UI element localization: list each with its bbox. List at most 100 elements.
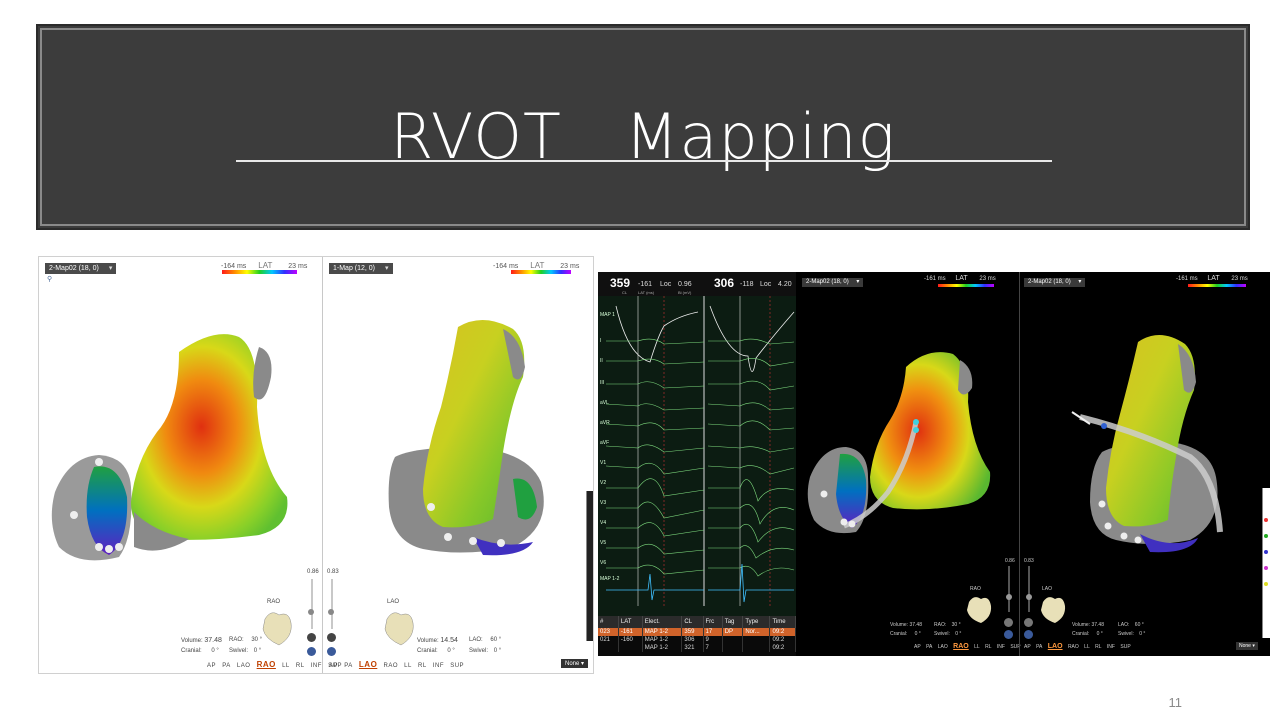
view-lao-button[interactable]: LAO: [937, 644, 948, 650]
table-cell: MAP 1-2: [642, 628, 683, 636]
table-cell: 09:2: [769, 628, 796, 636]
map-name-selector[interactable]: 1-Map (12, 0) ▾: [329, 263, 393, 274]
view-ap-button[interactable]: AP: [329, 663, 339, 669]
view-ll-button[interactable]: LL: [282, 663, 290, 669]
view-rao-button[interactable]: RAO: [383, 663, 398, 669]
view-pa-button[interactable]: PA: [344, 663, 353, 669]
view-buttons: AP PA LAO RAO LL RL INF SUP: [1024, 643, 1135, 650]
tag-color-dot[interactable]: [1264, 550, 1268, 554]
reset-view-control[interactable]: [327, 647, 336, 656]
column-header[interactable]: CL: [681, 616, 704, 628]
view-rao-button[interactable]: RAO: [256, 660, 276, 669]
rvot-map-rao-3d[interactable]: [39, 257, 322, 674]
table-cell: 9: [703, 636, 723, 644]
view-ap-button[interactable]: AP: [207, 663, 217, 669]
table-cell: [598, 644, 619, 652]
zoom-knob[interactable]: [328, 609, 334, 615]
view-sup-button[interactable]: SUP: [450, 663, 465, 669]
swivel-value: 0 °: [253, 648, 262, 654]
map-name-selector[interactable]: 2-Map02 (18, 0) ▾: [1024, 278, 1086, 287]
pane-divider: [322, 257, 323, 673]
lat-min: -161 ms: [1176, 276, 1198, 282]
zoom-slider[interactable]: [331, 579, 333, 629]
view-ap-button[interactable]: AP: [1024, 644, 1031, 650]
lat-min: -164 ms: [493, 263, 519, 270]
left-carto-screenshot: 2-Map02 (18, 0) ▾ ⚲ -164 ms LAT 23 ms: [38, 256, 594, 674]
rotate-control[interactable]: [1024, 618, 1033, 627]
orientation-label: RAO: [267, 599, 281, 605]
view-lao-button[interactable]: LAO: [358, 660, 378, 669]
zoom-slider[interactable]: [1028, 566, 1030, 612]
lat-scale: -161 ms LAT 23 ms: [1176, 275, 1248, 282]
tag-color-dot[interactable]: [1264, 518, 1268, 522]
view-inf-button[interactable]: INF: [996, 644, 1005, 650]
column-header[interactable]: LAT: [618, 616, 643, 628]
view-rao-button[interactable]: RAO: [1067, 644, 1079, 650]
rotate-control[interactable]: [307, 633, 316, 642]
zoom-knob[interactable]: [1026, 594, 1032, 600]
view-rl-button[interactable]: RL: [295, 663, 305, 669]
table-row[interactable]: 021 -160 MAP 1-2 306 9 09:2: [598, 636, 796, 644]
column-header[interactable]: Elect.: [642, 616, 683, 628]
orientation-label: LAO: [1042, 586, 1053, 592]
tag-color-dot[interactable]: [1264, 582, 1268, 586]
view-sup-button[interactable]: SUP: [1120, 644, 1131, 650]
view-lao-button[interactable]: LAO: [1047, 643, 1063, 650]
rvot-map-rao-with-catheter[interactable]: [798, 272, 1018, 656]
reset-view-control[interactable]: [307, 647, 316, 656]
view-pa-button[interactable]: PA: [926, 644, 933, 650]
view-ap-button[interactable]: AP: [914, 644, 921, 650]
heart-view-icon[interactable]: ⚲: [47, 276, 53, 283]
view-pa-button[interactable]: PA: [1036, 644, 1043, 650]
view-inf-button[interactable]: INF: [1106, 644, 1115, 650]
view-ll-button[interactable]: LL: [404, 663, 412, 669]
reset-view-control[interactable]: [1004, 630, 1013, 639]
view-rao-button[interactable]: RAO: [953, 643, 969, 650]
zoom-slider[interactable]: [311, 579, 313, 629]
view-sup-button[interactable]: SUP: [1010, 644, 1021, 650]
table-row[interactable]: MAP 1-2 321 7 09:2: [598, 644, 796, 652]
tag-color-dot[interactable]: [1264, 534, 1268, 538]
mini-heart-icon: [1041, 597, 1066, 623]
cranial-label: Cranial:: [417, 648, 438, 654]
view-lao-button[interactable]: LAO: [236, 663, 251, 669]
view-rl-button[interactable]: RL: [985, 644, 992, 650]
side-toolbar[interactable]: [586, 491, 593, 641]
view-ll-button[interactable]: LL: [974, 644, 980, 650]
display-mode-select[interactable]: None ▾: [1236, 642, 1258, 650]
table-row[interactable]: 023 -161 MAP 1-2 359 17 DP Nor... 09:2: [598, 628, 796, 636]
column-header[interactable]: Frc: [703, 616, 723, 628]
rotate-control[interactable]: [1004, 618, 1013, 627]
rvot-map-lao-with-catheter[interactable]: [1020, 272, 1270, 656]
swivel-value: 0 °: [1139, 631, 1146, 637]
column-header[interactable]: Time: [769, 616, 796, 628]
zoom-knob[interactable]: [308, 609, 314, 615]
view-rl-button[interactable]: RL: [1095, 644, 1102, 650]
view-rl-button[interactable]: RL: [418, 663, 427, 669]
map-name-selector[interactable]: 2-Map02 (18, 0) ▾: [802, 278, 864, 287]
view-ll-button[interactable]: LL: [1084, 644, 1090, 650]
tag-color-dot[interactable]: [1264, 566, 1268, 570]
rvot-map-lao-3d[interactable]: [323, 257, 594, 674]
loc-label-a: Loc: [660, 281, 672, 288]
side-toolbar[interactable]: [1262, 488, 1270, 638]
reset-view-control[interactable]: [1024, 630, 1033, 639]
view-pa-button[interactable]: PA: [222, 663, 231, 669]
column-header[interactable]: Tag: [722, 616, 744, 628]
zoom-knob[interactable]: [1006, 594, 1012, 600]
dropdown-icon: ▾: [856, 279, 860, 285]
cranial-value: 0 °: [211, 648, 219, 654]
left-map-pane-lao: 1-Map (12, 0) ▾ -164 ms LAT 23 ms: [323, 257, 594, 674]
zoom-slider[interactable]: [1008, 566, 1010, 612]
loc-label-b: Loc: [760, 281, 772, 288]
display-mode-select[interactable]: None ▾: [561, 659, 589, 668]
view-inf-button[interactable]: INF: [310, 663, 322, 669]
view-sup-button[interactable]: SUP: [328, 663, 342, 669]
view-inf-button[interactable]: INF: [432, 663, 445, 669]
column-header[interactable]: #: [598, 616, 619, 628]
lat-title: LAT: [1207, 275, 1220, 282]
rotate-control[interactable]: [327, 633, 336, 642]
column-header[interactable]: Type: [742, 616, 771, 628]
angle-label: LAO:: [1118, 622, 1130, 628]
map-name-selector[interactable]: 2-Map02 (18, 0) ▾: [45, 263, 117, 274]
